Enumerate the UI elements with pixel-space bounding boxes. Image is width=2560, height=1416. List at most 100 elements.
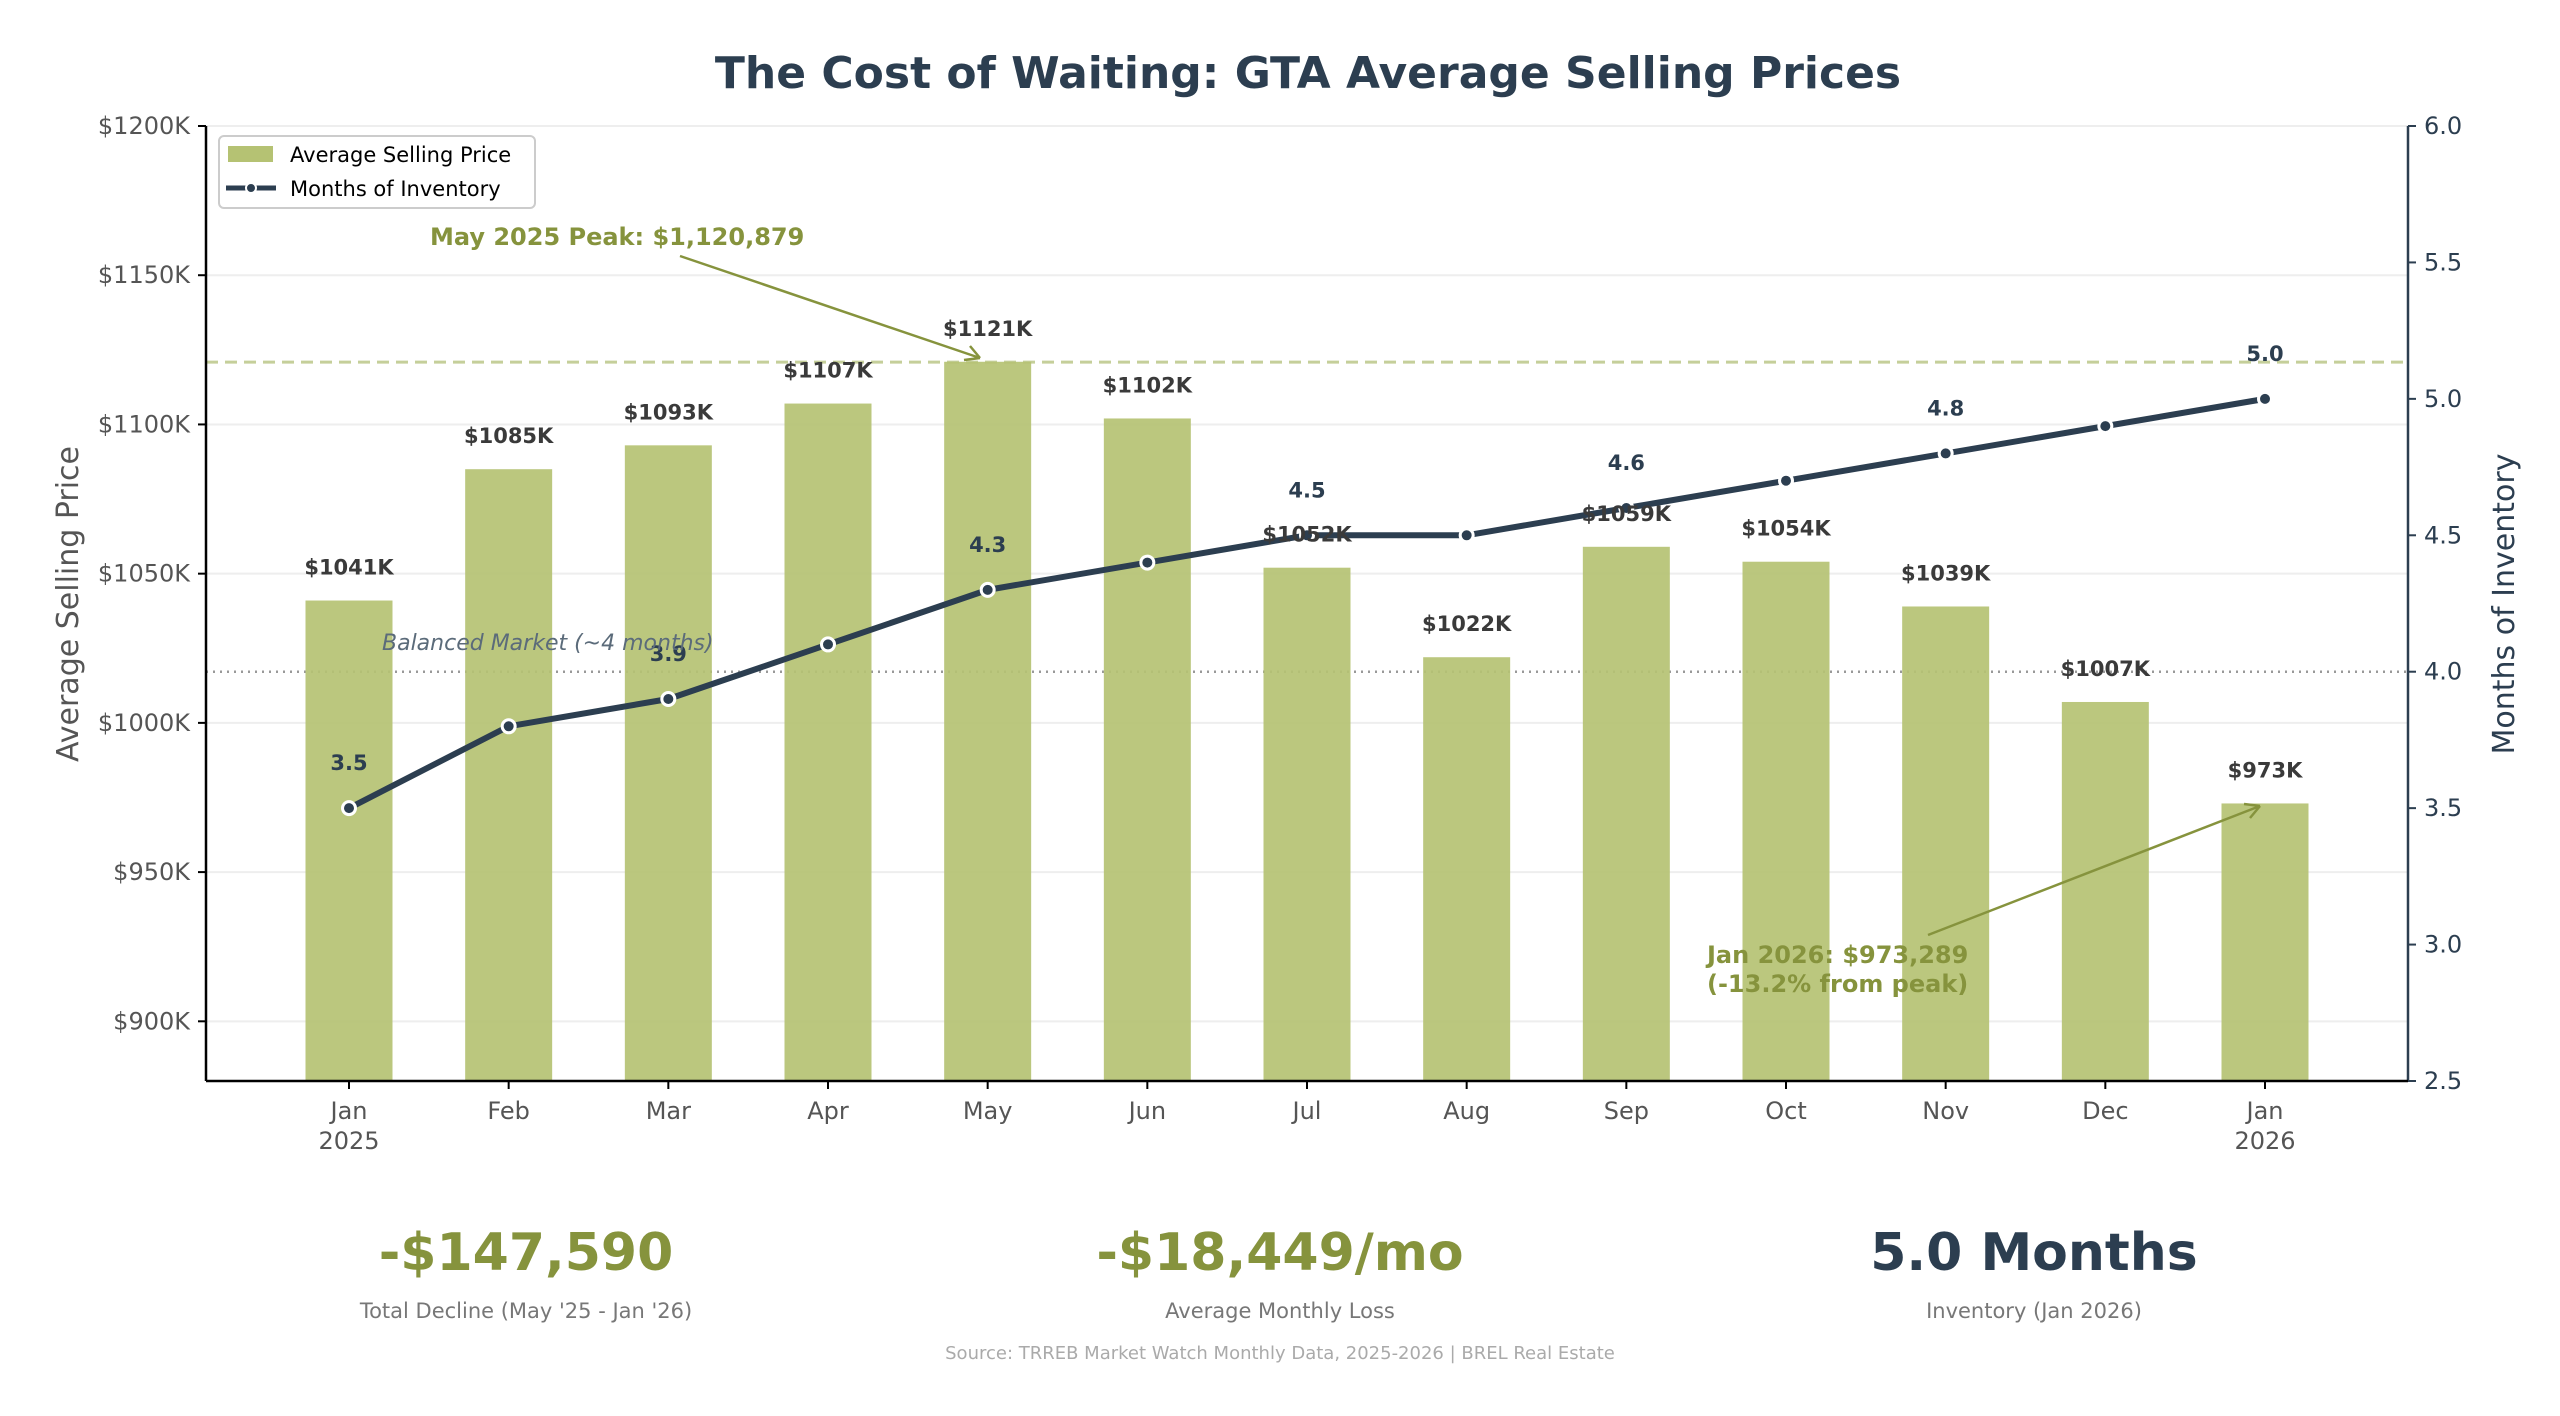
y-tick-label: $950K: [113, 858, 191, 886]
x-tick-label: Jun: [1127, 1097, 1167, 1125]
x-tick-label: Dec: [2082, 1097, 2128, 1125]
inventory-point: [979, 581, 996, 598]
x-tick-label: Oct: [1765, 1097, 1807, 1125]
peak-arrow: [679, 254, 981, 360]
x-tick-label: May: [963, 1097, 1013, 1125]
legend-label-price: Average Selling Price: [290, 143, 511, 167]
legend-bar-swatch: [228, 146, 273, 162]
bar: [1742, 561, 1830, 1081]
inventory-value-label: 4.6: [1608, 451, 1645, 475]
legend-box: [218, 135, 536, 209]
y-tick-label: $900K: [113, 1007, 191, 1035]
stat-inventory-value: 5.0 Months: [1870, 1223, 2198, 1283]
summary-stats: -$147,590 Total Decline (May '25 - Jan '…: [359, 1223, 2198, 1323]
bar-value-label: $1041K: [304, 556, 394, 580]
bar: [784, 403, 872, 1081]
y-axis-label: Average Selling Price: [51, 446, 86, 762]
chart-title: The Cost of Waiting: GTA Average Selling…: [715, 48, 1901, 99]
bar-value-label: $1121K: [943, 317, 1033, 341]
bar-value-label: $1052K: [1262, 523, 1352, 547]
inventory-point: [820, 636, 836, 653]
data-labels: $1041K $1085K $1093K $1107K $1121K $1102K $105…: [304, 317, 2303, 783]
bar-value-label: $1054K: [1741, 517, 1831, 541]
legend-label-inventory: Months of Inventory: [290, 177, 501, 201]
x-tick-label: Apr: [807, 1097, 849, 1125]
inventory-value-label: 4.5: [1288, 478, 1325, 502]
y-right-tick-label: 5.5: [2424, 248, 2462, 276]
y-right-tick-label: 6.0: [2424, 112, 2462, 140]
x-tick-label: Feb: [487, 1097, 530, 1125]
inventory-point: [1618, 500, 1635, 516]
jan2026-annotation-line1: Jan 2026: $973,289: [1705, 941, 1968, 969]
x-tick-label: Jul: [1291, 1097, 1322, 1125]
bar-value-label: $973K: [2228, 758, 2303, 782]
bar-value-label: $1007K: [2061, 657, 2151, 681]
y-tick-label: $1150K: [98, 261, 191, 289]
bar-value-label: $1059K: [1582, 502, 1672, 526]
bar: [465, 469, 553, 1081]
inventory-point: [1458, 527, 1475, 544]
bar: [1582, 546, 1670, 1081]
y-tick-label: $1200K: [98, 112, 191, 140]
bar: [1902, 606, 1990, 1081]
inventory-point: [1937, 445, 1954, 462]
jan2026-arrowhead: [2243, 802, 2261, 819]
annotations: May 2025 Peak: $1,120,879 Jan 2026: $973…: [382, 223, 2261, 998]
peak-annotation: May 2025 Peak: $1,120,879: [430, 223, 804, 251]
y-right-tick-label: 2.5: [2424, 1067, 2462, 1095]
jan2026-arrow: [1927, 804, 2261, 937]
x-tick-label: 2025: [318, 1127, 379, 1155]
axes: $900K $950K $1000K $1050K $1100K $1150K $1200K…: [98, 112, 2462, 1155]
inventory-value-label: 3.9: [650, 642, 687, 666]
peak-arrowhead: [963, 345, 981, 362]
bar: [2221, 803, 2309, 1081]
inventory-value-label: 4.8: [1927, 396, 1964, 420]
source-note: Source: TRREB Market Watch Monthly Data,…: [945, 1343, 1615, 1364]
bar: [624, 445, 712, 1081]
legend: Average Selling Price Months of Inventor…: [218, 135, 536, 209]
bar-value-label: $1107K: [783, 359, 873, 383]
stat-total-decline-value: -$147,590: [379, 1223, 674, 1283]
x-tick-label: Aug: [1443, 1097, 1490, 1125]
bar: [2061, 701, 2149, 1081]
inventory-line: [341, 390, 2273, 817]
stat-monthly-loss-label: Average Monthly Loss: [1165, 1299, 1395, 1323]
stat-total-decline-label: Total Decline (May '25 - Jan '26): [359, 1299, 692, 1323]
bar-value-label: $1093K: [624, 400, 714, 424]
inventory-point: [2257, 390, 2273, 407]
inventory-point: [1299, 527, 1315, 544]
x-tick-label: 2026: [2234, 1127, 2295, 1155]
bar-value-label: $1085K: [464, 424, 554, 448]
x-tick-label: Nov: [1922, 1097, 1969, 1125]
stat-monthly-loss-value: -$18,449/mo: [1096, 1223, 1463, 1283]
jan2026-annotation-line2: (-13.2% from peak): [1707, 970, 1968, 998]
inventory-value-label: 4.3: [969, 533, 1006, 557]
y-right-tick-label: 3.5: [2424, 794, 2462, 822]
inventory-value-label: 5.0: [2246, 342, 2283, 366]
x-tick-label: Sep: [1604, 1097, 1649, 1125]
stat-inventory-label: Inventory (Jan 2026): [1926, 1299, 2142, 1323]
bar: [1263, 567, 1351, 1081]
bar-value-label: $1022K: [1422, 612, 1512, 636]
y-right-tick-label: 5.0: [2424, 385, 2462, 413]
inventory-point: [1778, 472, 1794, 489]
x-tick-label: Jan: [2245, 1097, 2284, 1125]
balanced-market-label: Balanced Market (~4 months): [382, 631, 714, 656]
bar: [1103, 418, 1191, 1081]
inventory-point: [2097, 418, 2114, 435]
x-tick-label: Jan: [329, 1097, 368, 1125]
inventory-value-label: 3.5: [330, 751, 367, 775]
bar-value-label: $1039K: [1901, 561, 1991, 585]
inventory-point: [500, 718, 517, 735]
y-tick-label: $1000K: [98, 709, 191, 737]
legend-line-marker: [245, 182, 257, 194]
bar: [944, 361, 1032, 1081]
y-axis-right-label: Months of Inventory: [2487, 454, 2522, 755]
x-tick-label: Mar: [646, 1097, 691, 1125]
bars: [305, 361, 2309, 1081]
y-tick-label: $1050K: [98, 560, 191, 588]
inventory-point: [1139, 554, 1156, 571]
y-right-tick-label: 4.5: [2424, 521, 2462, 549]
bar: [305, 600, 393, 1081]
